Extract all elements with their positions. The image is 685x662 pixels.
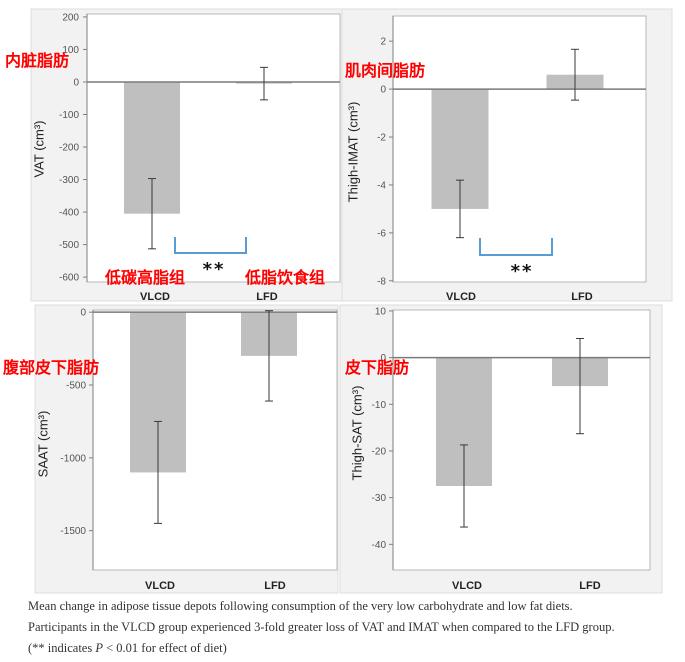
significance-bracket xyxy=(174,237,247,254)
y-tick-label: 0 xyxy=(380,353,386,364)
y-tick-label: 200 xyxy=(62,12,79,23)
chart-vat: 200 100 0 -100 -200 -300 -400 -500 -600 VLCD LFD VA… xyxy=(5,8,343,303)
y-tick-label: 0 xyxy=(80,308,86,319)
chinese-annotation: 内脏脂肪 xyxy=(5,51,69,70)
y-tick-label: 0 xyxy=(380,85,386,96)
error-bar-lfd xyxy=(571,48,579,101)
caption-line-3-end: < 0.01 for effect of diet) xyxy=(102,641,227,655)
y-tick-label: -40 xyxy=(372,540,387,551)
plot-area xyxy=(92,309,338,571)
y-axis-title: Thigh-SAT (cm³) xyxy=(349,386,364,481)
error-bar-lfd xyxy=(260,66,268,101)
y-tick-label: -20 xyxy=(372,446,387,457)
x-category-label: LFD xyxy=(264,580,285,592)
significance-bracket xyxy=(479,238,553,256)
error-bar-lfd xyxy=(576,337,584,435)
plot-area xyxy=(392,15,647,283)
x-category-label: VLCD xyxy=(452,580,482,592)
y-tick-label: -600 xyxy=(59,273,79,284)
plot-area xyxy=(392,309,651,571)
significance-stars: ** xyxy=(203,259,226,280)
y-tick-label: -100 xyxy=(59,110,79,121)
y-tick-label: -200 xyxy=(59,143,79,154)
chart-thigh-sat: 10 0 -10 -20 -30 -40 VLCD LFD Thigh-SAT (cm³) 皮下脂… xyxy=(339,304,663,594)
x-category-label: LFD xyxy=(571,291,592,303)
y-tick-label: -500 xyxy=(66,381,86,392)
chinese-annotation: 皮下脂肪 xyxy=(344,358,409,377)
x-category-label: VLCD xyxy=(145,580,175,592)
y-tick-label: -10 xyxy=(372,400,387,411)
figure-caption: Mean change in adipose tissue depots fol… xyxy=(28,596,615,659)
y-axis-title: SAAT (cm³) xyxy=(35,411,50,478)
error-bar-vlcd xyxy=(148,178,156,250)
y-tick-label: 10 xyxy=(375,306,387,317)
y-tick-label: 0 xyxy=(73,77,79,88)
chart-thigh-imat: 2 0 -2 -4 -6 -8 VLCD LFD Thigh-IMAT (cm³) ** 肌肉间脂肪 xyxy=(341,8,673,303)
error-bar-vlcd xyxy=(460,444,468,528)
x-category-label: VLCD xyxy=(446,291,476,303)
y-tick-label: -400 xyxy=(59,208,79,219)
chinese-annotation: 腹部皮下脂肪 xyxy=(3,358,99,377)
caption-p-symbol: P xyxy=(95,641,103,655)
y-axis-title: Thigh-IMAT (cm³) xyxy=(345,102,360,203)
y-tick-label: -30 xyxy=(372,493,387,504)
y-tick-label: -1500 xyxy=(60,526,86,537)
y-tick-label: -6 xyxy=(377,228,386,239)
y-tick-label: -2 xyxy=(377,133,386,144)
chinese-annotation: 肌肉间脂肪 xyxy=(345,61,425,80)
y-tick-label: -4 xyxy=(377,180,386,191)
y-tick-label: -500 xyxy=(59,240,79,251)
caption-line-3: (** indicates P < 0.01 for effect of die… xyxy=(28,638,615,659)
x-category-label: LFD xyxy=(579,580,600,592)
y-tick-label: 2 xyxy=(380,37,386,48)
error-bar-vlcd xyxy=(456,179,464,239)
caption-line-3-start: (** indicates xyxy=(28,641,96,655)
y-axis-title: VAT (cm³) xyxy=(31,120,46,177)
y-tick-label: -300 xyxy=(59,175,79,186)
y-tick-label: 100 xyxy=(62,45,79,56)
significance-stars: ** xyxy=(511,261,534,282)
y-tick-label: -1000 xyxy=(60,453,86,464)
x-category-label: VLCD xyxy=(140,291,170,303)
chinese-annotation: 低碳高脂组 xyxy=(104,268,185,287)
caption-line-1: Mean change in adipose tissue depots fol… xyxy=(28,599,573,613)
error-bar-lfd xyxy=(265,310,273,402)
chinese-annotation: 低脂饮食组 xyxy=(244,268,325,287)
x-category-label: LFD xyxy=(256,291,277,303)
chart-saat: 0 -500 -1000 -1500 VLCD LFD SAAT (cm³) 腹部皮下脂肪 xyxy=(3,304,339,594)
y-tick-label: -8 xyxy=(377,276,386,287)
caption-line-2: Participants in the VLCD group experienc… xyxy=(28,620,615,634)
error-bar-vlcd xyxy=(154,420,162,524)
